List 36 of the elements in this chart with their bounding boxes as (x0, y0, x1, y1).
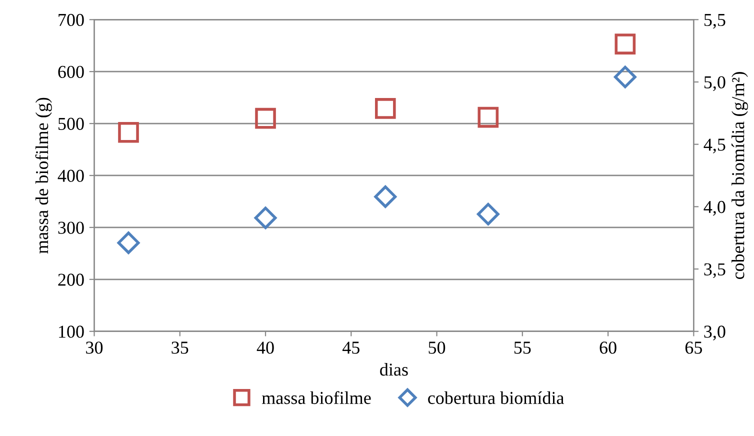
x-tick-label: 50 (428, 342, 446, 354)
y-tick-label: 400 (58, 170, 84, 182)
point (255, 108, 276, 129)
y2-tick-label: 4,0 (704, 200, 726, 216)
y-tick-label: 100 (59, 326, 84, 338)
point (117, 232, 140, 254)
point (118, 122, 139, 143)
point (478, 106, 499, 128)
y2-tick-label: 3,0 (704, 326, 726, 340)
x-tick-label: 35 (172, 342, 188, 354)
y2-tick-label: 5,0 (704, 76, 726, 92)
y-tick-label: 300 (58, 222, 84, 234)
x-tick-label: 55 (514, 342, 531, 354)
y2-tick-label: 5,5 (704, 14, 726, 29)
legend-label: massa biofilme (262, 391, 371, 404)
point (614, 66, 636, 88)
y2-axis-title: cobertura da biomídia (g/m²) (732, 72, 748, 280)
y-tick-label: 200 (58, 274, 84, 286)
point (374, 185, 397, 208)
y2-tick-label: 4,5 (704, 138, 726, 154)
y-axis-title: massa de biofilme (g) (35, 98, 52, 254)
y-tick-label: 500 (58, 118, 84, 130)
point (476, 202, 500, 226)
point (614, 34, 636, 54)
point (254, 206, 277, 230)
y-tick-label: 600 (58, 66, 84, 78)
y2-tick-label: 3,5 (704, 263, 726, 278)
x-tick-label: 65 (685, 342, 702, 354)
x-axis-title: dias (380, 363, 408, 376)
y-tick-label: 700 (58, 14, 84, 26)
legend-label: cobertura biomídia (428, 391, 564, 404)
x-tick-label: 60 (600, 342, 616, 354)
point (374, 98, 396, 119)
x-tick-label: 45 (342, 342, 360, 354)
x-tick-label: 30 (86, 342, 103, 354)
x-tick-label: 40 (256, 342, 274, 354)
